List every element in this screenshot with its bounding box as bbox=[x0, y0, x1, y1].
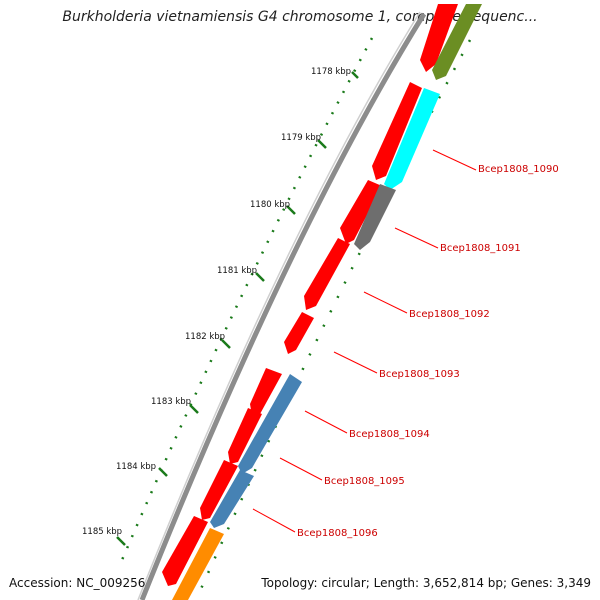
tick-1185 bbox=[116, 536, 126, 546]
tick-1182 bbox=[221, 339, 231, 349]
cds-arrow[interactable] bbox=[340, 180, 382, 244]
cyan-gene-arrow[interactable] bbox=[384, 88, 440, 190]
cds-arrow[interactable] bbox=[250, 368, 282, 416]
cds-arrow[interactable] bbox=[162, 516, 208, 586]
tick-label-1179: 1179 kbp bbox=[281, 133, 321, 143]
leader-line-1092 bbox=[363, 291, 408, 314]
tick-1183 bbox=[189, 404, 199, 414]
cds-arrow[interactable] bbox=[228, 408, 262, 464]
gene-label-1091[interactable]: Bcep1808_1091 bbox=[440, 243, 521, 254]
cds-arrow[interactable] bbox=[304, 238, 350, 310]
leader-line-1091 bbox=[394, 227, 439, 249]
gene-label-1090[interactable]: Bcep1808_1090 bbox=[478, 164, 559, 175]
orange-gene-arrow[interactable] bbox=[172, 528, 224, 600]
leader-line-1094 bbox=[304, 410, 348, 434]
gene-label-1095[interactable]: Bcep1808_1095 bbox=[324, 476, 405, 487]
cds-arrow[interactable] bbox=[372, 82, 422, 180]
grey-gene-arrow[interactable] bbox=[354, 184, 396, 250]
tick-1179 bbox=[317, 139, 327, 149]
leader-line-1093 bbox=[333, 351, 378, 374]
tick-label-1180: 1180 kbp bbox=[250, 200, 290, 210]
cds-arrow[interactable] bbox=[200, 460, 238, 520]
major-ticks bbox=[116, 71, 359, 546]
tick-label-1181: 1181 kbp bbox=[217, 266, 257, 276]
steelblue-gene-arrow[interactable] bbox=[238, 374, 302, 474]
leader-line-1096 bbox=[252, 508, 296, 533]
gene-label-1096[interactable]: Bcep1808_1096 bbox=[297, 528, 378, 539]
backbone-highlight bbox=[137, 11, 421, 600]
outer-strand-features bbox=[162, 4, 458, 586]
tick-label-1183: 1183 kbp bbox=[151, 397, 191, 407]
olive-gene-arrow[interactable] bbox=[432, 4, 482, 80]
gene-label-1094[interactable]: Bcep1808_1094 bbox=[349, 429, 430, 440]
steelblue-gene-arrow[interactable] bbox=[210, 470, 254, 528]
inner-dotted-arc bbox=[194, 39, 472, 600]
tick-1184 bbox=[158, 467, 168, 477]
tick-label-1184: 1184 kbp bbox=[116, 462, 156, 472]
leader-line-1095 bbox=[279, 457, 323, 481]
gene-label-1092[interactable]: Bcep1808_1092 bbox=[409, 309, 490, 320]
tick-label-1178: 1178 kbp bbox=[311, 67, 351, 77]
label-leader-lines bbox=[252, 149, 477, 533]
tick-1180 bbox=[286, 205, 296, 215]
cds-arrow[interactable] bbox=[284, 312, 314, 354]
inner-strand-features bbox=[172, 4, 482, 600]
tick-label-1182: 1182 kbp bbox=[185, 332, 225, 342]
leader-line-1090 bbox=[432, 149, 477, 171]
tick-label-1185: 1185 kbp bbox=[82, 527, 122, 537]
cds-arrow[interactable] bbox=[420, 4, 458, 72]
accession-text: Accession: NC_009256 bbox=[9, 576, 146, 590]
tick-1181 bbox=[255, 272, 265, 282]
tick-1178 bbox=[351, 71, 359, 79]
gene-label-1093[interactable]: Bcep1808_1093 bbox=[379, 369, 460, 380]
topology-summary: Topology: circular; Length: 3,652,814 bp… bbox=[261, 576, 591, 590]
backbone-arc bbox=[139, 12, 427, 600]
